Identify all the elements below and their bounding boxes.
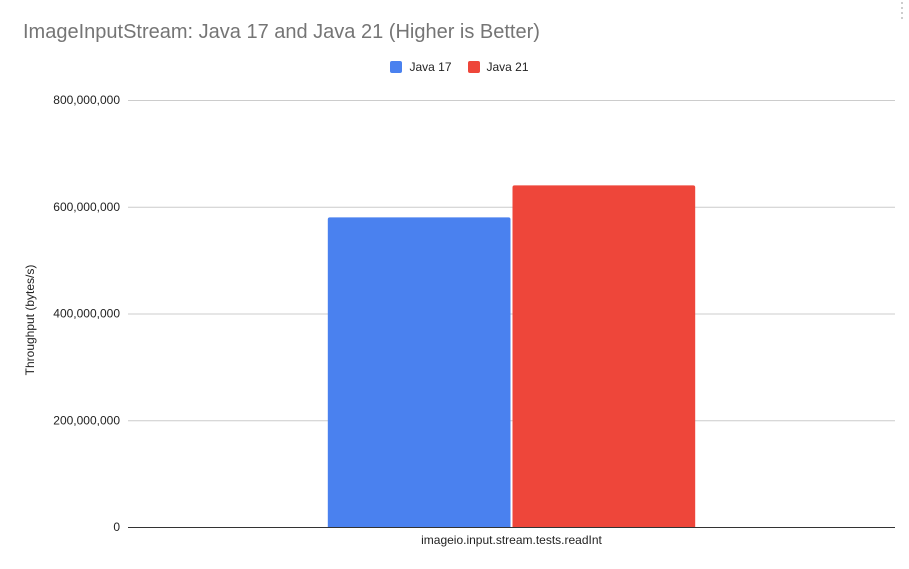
y-tick-label: 400,000,000 bbox=[53, 307, 120, 321]
y-tick-label: 200,000,000 bbox=[53, 413, 120, 427]
chart-title: ImageInputStream: Java 17 and Java 21 (H… bbox=[23, 21, 540, 43]
chart-menu-icon[interactable] bbox=[899, 2, 905, 19]
legend-swatch-java-21 bbox=[467, 61, 480, 73]
gridlines bbox=[128, 100, 895, 422]
legend-label-java-17: Java 17 bbox=[409, 60, 452, 74]
bar-java-17[interactable] bbox=[327, 217, 511, 528]
x-tick-label: imageio.input.stream.tests.readInt bbox=[421, 533, 602, 547]
legend-label-java-21: Java 21 bbox=[486, 60, 529, 74]
y-tick-label: 600,000,000 bbox=[53, 200, 120, 214]
y-tick-labels: 0 200,000,000 400,000,000 600,000,000 800,00… bbox=[53, 93, 120, 534]
y-tick-label: 800,000,000 bbox=[53, 93, 120, 107]
legend-item-java-17[interactable]: Java 17 bbox=[390, 60, 452, 74]
x-tick-labels: imageio.input.stream.tests.readInt bbox=[421, 533, 602, 547]
bar-java-21[interactable] bbox=[512, 185, 696, 527]
legend-item-java-21[interactable]: Java 21 bbox=[467, 60, 529, 74]
bars bbox=[327, 185, 696, 528]
y-tick-label: 0 bbox=[113, 520, 120, 534]
legend-swatch-java-17 bbox=[390, 61, 403, 73]
chart-legend: Java 17 Java 21 bbox=[0, 60, 909, 74]
